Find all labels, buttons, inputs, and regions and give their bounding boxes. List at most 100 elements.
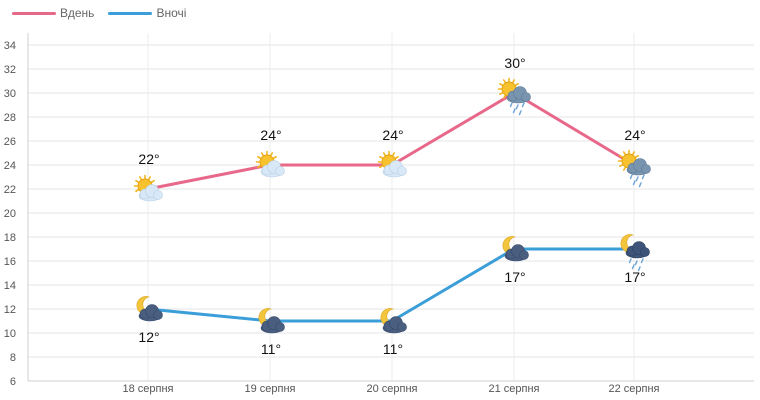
- sun-ray: [499, 82, 504, 87]
- rain-drop: [631, 264, 635, 270]
- rain-drop: [640, 258, 644, 264]
- rain-drop: [628, 258, 632, 264]
- legend-label-day: Вдень: [60, 6, 95, 20]
- sun-ray: [634, 154, 639, 159]
- sun-ray: [622, 166, 627, 171]
- data-label-day: 24°: [260, 127, 281, 143]
- y-tick-label: 14: [4, 280, 16, 292]
- y-tick-label: 20: [4, 208, 16, 220]
- legend-label-night: Вночі: [156, 6, 187, 20]
- x-tick-label: 22 серпня: [608, 383, 659, 395]
- sun-ray: [269, 152, 274, 157]
- y-tick-label: 24: [4, 160, 16, 172]
- cloud-part: [640, 247, 650, 257]
- sun-ray: [619, 163, 624, 168]
- y-tick-label: 30: [4, 88, 16, 100]
- sun-ray: [260, 152, 265, 157]
- cloud-part: [397, 166, 407, 176]
- legend-swatch-day: [12, 11, 56, 15]
- cloud-part: [275, 322, 285, 332]
- rain-drop: [637, 266, 641, 272]
- y-tick-label: 6: [10, 376, 16, 388]
- sun-ray: [257, 164, 262, 169]
- rain-drop: [632, 180, 636, 186]
- y-tick-label: 12: [4, 304, 16, 316]
- x-tick-label: 21 серпня: [488, 383, 539, 395]
- sun-ray: [514, 82, 519, 87]
- data-label-day: 30°: [504, 55, 525, 71]
- sun-rain-cloud-icon: [617, 149, 651, 188]
- data-label-night: 12°: [138, 329, 159, 345]
- legend-item-day[interactable]: Вдень: [12, 6, 94, 20]
- legend-swatch-night: [108, 11, 153, 15]
- sun-ray: [135, 188, 140, 193]
- sun-behind-cloud-icon: [255, 150, 285, 178]
- sun-ray: [138, 176, 143, 181]
- data-label-day: 22°: [138, 151, 159, 167]
- sun-ray: [499, 91, 504, 96]
- cloud-part: [521, 92, 531, 102]
- rain-drop: [512, 108, 516, 114]
- sun-ray: [382, 152, 387, 157]
- data-label-night: 11°: [261, 341, 281, 357]
- data-label-day: 24°: [382, 127, 403, 143]
- rain-drop: [638, 182, 642, 188]
- rain-drop: [515, 104, 519, 110]
- x-tick-label: 18 серпня: [122, 383, 173, 395]
- cloud-part: [641, 164, 651, 174]
- rain-drop: [641, 174, 645, 180]
- cloud-part: [397, 322, 407, 332]
- sun-ray: [631, 151, 636, 156]
- sun-ray: [150, 179, 155, 184]
- data-label-night: 11°: [383, 341, 403, 357]
- cloud-part: [275, 166, 285, 176]
- sun-ray: [502, 94, 507, 99]
- sun-ray: [272, 155, 277, 160]
- y-tick-label: 10: [4, 328, 16, 340]
- y-tick-label: 28: [4, 112, 16, 124]
- sun-ray: [619, 154, 624, 159]
- rain-drop: [634, 260, 638, 266]
- y-tick-label: 18: [4, 232, 16, 244]
- moon-cloud-icon: [136, 296, 163, 322]
- rain-drop: [521, 102, 525, 108]
- x-tick-label: 20 серпня: [366, 383, 417, 395]
- sun-ray: [622, 151, 627, 156]
- sun-rain-cloud-icon: [497, 77, 531, 116]
- rain-drop: [635, 176, 639, 182]
- moon-cloud-icon: [502, 236, 529, 262]
- x-tick-label: 19 серпня: [244, 383, 295, 395]
- cloud-part: [519, 250, 529, 260]
- data-label-day: 24°: [624, 127, 645, 143]
- y-tick-label: 32: [4, 64, 16, 76]
- y-tick-label: 34: [4, 40, 16, 52]
- moon-cloud-icon: [380, 308, 407, 334]
- cloud-part: [153, 190, 163, 200]
- legend: Вдень Вночі: [12, 6, 186, 20]
- rain-drop: [629, 174, 633, 180]
- moon-rain-cloud-icon: [620, 234, 650, 272]
- sun-ray: [147, 176, 152, 181]
- sun-behind-cloud-icon: [377, 150, 407, 178]
- sun-ray: [379, 155, 384, 160]
- rain-drop: [518, 110, 522, 116]
- y-tick-label: 26: [4, 136, 16, 148]
- sun-ray: [135, 179, 140, 184]
- moon-cloud-icon: [258, 308, 285, 334]
- sun-ray: [379, 164, 384, 169]
- sun-behind-cloud-icon: [133, 174, 163, 202]
- data-label-night: 17°: [504, 269, 525, 285]
- y-tick-label: 8: [10, 352, 16, 364]
- y-tick-label: 22: [4, 184, 16, 196]
- data-label-night: 17°: [624, 269, 645, 285]
- sun-ray: [391, 152, 396, 157]
- sun-ray: [511, 79, 516, 84]
- cloud-part: [153, 310, 163, 320]
- sun-ray: [257, 155, 262, 160]
- legend-item-night[interactable]: Вночі: [108, 6, 186, 20]
- rain-drop: [509, 102, 513, 108]
- y-tick-label: 16: [4, 256, 16, 268]
- sun-ray: [502, 79, 507, 84]
- sun-ray: [394, 155, 399, 160]
